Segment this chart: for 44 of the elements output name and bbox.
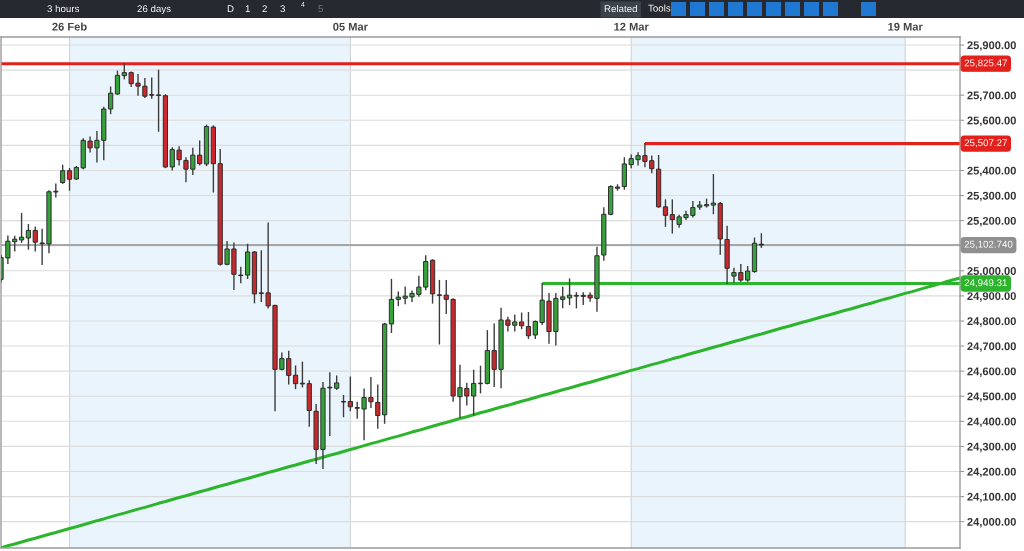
y-tick-label: 25,700.00 [967, 91, 1016, 101]
y-tick-label: 24,800.00 [967, 317, 1016, 327]
candlestick [662, 199, 669, 227]
y-tick-label: 24,900.00 [967, 292, 1016, 302]
x-tick-label: 26 Feb [52, 22, 87, 31]
y-tick-label: 24,700.00 [967, 342, 1016, 352]
text: 1 [245, 5, 250, 13]
y-tick-label: 25,900.00 [967, 41, 1016, 51]
text: D [227, 5, 234, 13]
y-tick-label: 25,400.00 [967, 166, 1016, 177]
y-tick-label: 24,400.00 [967, 417, 1016, 428]
ref-line-label: 25,102.740 [964, 240, 1013, 249]
text: 2 [262, 5, 267, 13]
y-tick-label: 24,300.00 [967, 442, 1016, 453]
x-tick-label: 12 Mar [614, 22, 649, 31]
text: 3 hours [47, 4, 80, 13]
text: 3 [280, 5, 285, 13]
candlestick [525, 311, 532, 339]
text: Related [604, 4, 637, 13]
candlestick [114, 70, 121, 95]
x-tick-label: 19 Mar [888, 22, 923, 31]
data-label: 24,949.31 [964, 279, 1007, 288]
x-tick-label: 05 Mar [333, 22, 368, 31]
y-tick-label: 25,600.00 [967, 116, 1016, 127]
candlestick [292, 365, 299, 390]
y-tick-label: 24,600.00 [967, 367, 1016, 377]
text: 5 [318, 5, 323, 13]
y-tick-label: 24,100.00 [967, 492, 1016, 503]
candlestick [347, 376, 353, 412]
candlestick [66, 168, 73, 191]
candlestick [340, 395, 347, 418]
candlestick [566, 278, 573, 306]
data-label: 25,507.27 [964, 139, 1007, 148]
text: 26 days [137, 4, 171, 15]
candlestick [18, 212, 25, 243]
y-tick-label: 25,000.00 [967, 267, 1016, 277]
y-tick-label: 25,200.00 [967, 216, 1016, 227]
candlestick [155, 69, 162, 132]
data-label: 25,825.47 [964, 59, 1007, 68]
text: Tools [648, 4, 671, 12]
y-tick-label: 24,200.00 [967, 467, 1016, 478]
y-tick-label: 24,500.00 [967, 392, 1016, 402]
y-tick-label: 25,300.00 [967, 191, 1016, 202]
y-tick-label: 24,000.00 [967, 517, 1016, 528]
